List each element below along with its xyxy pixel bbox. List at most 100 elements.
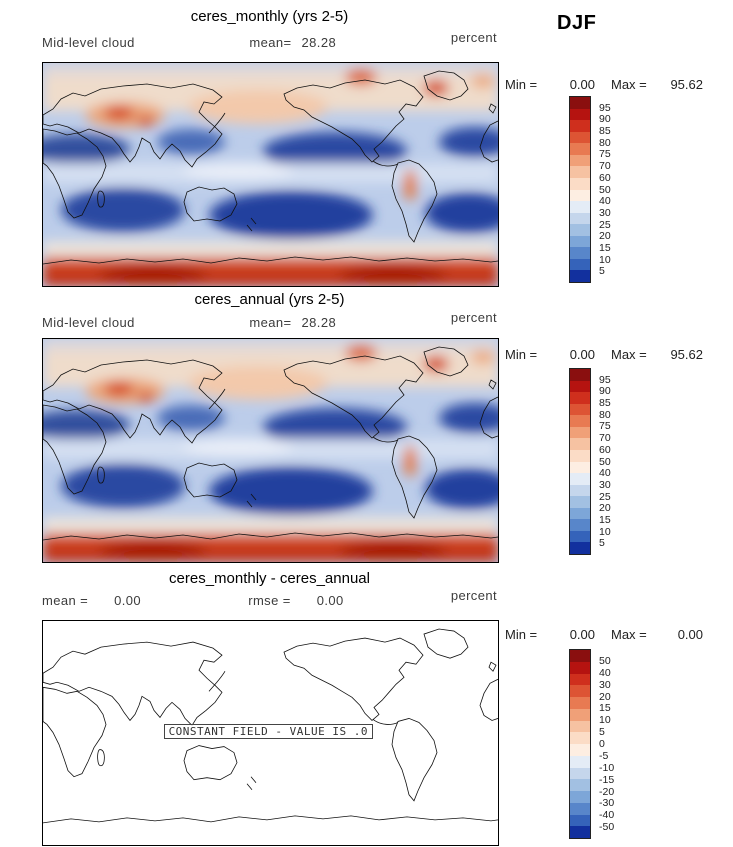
variable-label: Mid-level cloud	[42, 35, 135, 50]
colorbar-tick-label: 80	[599, 136, 611, 149]
colorbar-tick-label: -5	[599, 749, 609, 762]
colorbar-tick-label: -15	[599, 773, 615, 786]
panel3-map-frame: CONSTANT FIELD - VALUE IS .0	[42, 620, 499, 846]
min-label: Min =	[505, 627, 538, 642]
colorbar-segment	[570, 496, 590, 508]
colorbar-segment	[570, 426, 590, 439]
panel3-colorbar: 50 40 30 20 15 10 5 0 -5 -10 -15 -20 -30 -40 -50	[569, 649, 639, 839]
min-label: Min =	[505, 347, 538, 362]
colorbar-segment	[570, 449, 590, 462]
panel1-map-frame	[42, 62, 499, 287]
colorbar-tick-label: 5	[599, 265, 605, 278]
mean-label: mean=	[249, 35, 292, 50]
colorbar-tick-label: 80	[599, 408, 611, 421]
max-value: 95.62	[670, 347, 703, 362]
colorbar-segment	[570, 166, 590, 178]
mean-stat: mean = 0.00	[42, 593, 141, 608]
colorbar-tick-label: -50	[599, 820, 615, 833]
colorbar-tick-label: 25	[599, 218, 611, 231]
min-label: Min =	[505, 77, 538, 92]
colorbar-tick-label: 20	[599, 690, 611, 703]
max-label: Max =	[611, 77, 647, 92]
world-map	[43, 339, 498, 562]
colorbar-segment	[570, 661, 590, 674]
colorbar-segment	[570, 212, 590, 225]
colorbar-segment	[570, 154, 590, 167]
panel2-map-frame	[42, 338, 499, 563]
mean-value: 28.28	[301, 315, 337, 330]
colorbar-segment	[570, 484, 590, 497]
colorbar-segment	[570, 97, 590, 109]
colorbar-segment	[570, 802, 590, 815]
panel3-title: ceres_monthly - ceres_annual	[169, 570, 370, 587]
colorbar-segment	[570, 235, 590, 248]
panel3-minmax: Min = 0.00 Max = 0.00	[505, 627, 703, 642]
colorbar-segment	[570, 519, 590, 531]
colorbar-tick-label: 0	[599, 737, 605, 750]
colorbar-segment	[570, 697, 590, 709]
colorbar-segment	[570, 826, 590, 838]
panel2-minmax: Min = 0.00 Max = 95.62	[505, 347, 703, 362]
panel1-minmax: Min = 0.00 Max = 95.62	[505, 77, 703, 92]
rmse-label: rmse =	[248, 593, 291, 608]
colorbar-bar	[569, 368, 591, 555]
colorbar-segment	[570, 189, 590, 202]
colorbar-segment	[570, 108, 590, 121]
mean-value: 28.28	[301, 35, 337, 50]
colorbar-segment	[570, 403, 590, 416]
colorbar-segment	[570, 201, 590, 213]
colorbar-segment	[570, 779, 590, 791]
colorbar-tick-label: -40	[599, 809, 615, 821]
colorbar-tick-label: 10	[599, 714, 611, 726]
panel1-colorbar: 95 90 85 80 75 70 60 50 40 30 25 20 15 10 5	[569, 96, 639, 283]
colorbar-segment	[570, 755, 590, 768]
colorbar-segment	[570, 247, 590, 259]
colorbar-tick-label: 95	[599, 373, 611, 386]
colorbar-segment	[570, 258, 590, 271]
rmse-value: 0.00	[316, 593, 344, 608]
colorbar-tick-label: -30	[599, 797, 615, 810]
colorbar-segment	[570, 143, 590, 155]
rmse-stat: rmse = 0.00	[248, 593, 343, 608]
colorbar-segment	[570, 744, 590, 756]
mean-label: mean=	[249, 315, 292, 330]
colorbar-tick-label: 40	[599, 194, 611, 207]
max-label: Max =	[611, 627, 647, 642]
units-label: percent	[450, 588, 497, 603]
colorbar-tick-label: 40	[599, 466, 611, 479]
colorbar-tick-label: 60	[599, 171, 611, 184]
colorbar-tick-label: 10	[599, 253, 611, 266]
colorbar-bar	[569, 96, 591, 283]
colorbar-tick-label: 90	[599, 113, 611, 126]
colorbar-segment	[570, 685, 590, 697]
colorbar-tick-label: 40	[599, 666, 611, 679]
colorbar-tick-label: 5	[599, 725, 605, 738]
panel1-subtitle: Mid-level cloud mean= 28.28 percent	[42, 30, 497, 50]
colorbar-segment	[570, 131, 590, 144]
panel2-colorbar: 95 90 85 80 75 70 60 50 40 30 25 20 15 10 5	[569, 368, 639, 555]
min-value: 0.00	[569, 347, 595, 362]
colorbar-tick-label: 15	[599, 702, 611, 715]
max-value: 95.62	[670, 77, 703, 92]
max-value: 0.00	[677, 627, 703, 642]
colorbar-segment	[570, 120, 590, 132]
colorbar-tick-label: 15	[599, 513, 611, 526]
colorbar-tick-label: 15	[599, 241, 611, 254]
colorbar-segment	[570, 507, 590, 520]
units-label: percent	[450, 310, 497, 325]
colorbar-segment	[570, 720, 590, 733]
colorbar-segment	[570, 392, 590, 404]
colorbar-bar	[569, 649, 591, 839]
colorbar-segment	[570, 438, 590, 450]
colorbar-tick-label: 60	[599, 443, 611, 456]
colorbar-tick-label: 95	[599, 101, 611, 114]
colorbar-segment	[570, 473, 590, 485]
panel2-title: ceres_annual (yrs 2-5)	[194, 291, 345, 308]
colorbar-segment	[570, 542, 590, 554]
colorbar-segment	[570, 369, 590, 381]
colorbar-segment	[570, 380, 590, 393]
colorbar-tick-label: -10	[599, 761, 615, 774]
mean-stat: mean= 28.28	[249, 315, 336, 330]
colorbar-tick-label: 20	[599, 502, 611, 514]
